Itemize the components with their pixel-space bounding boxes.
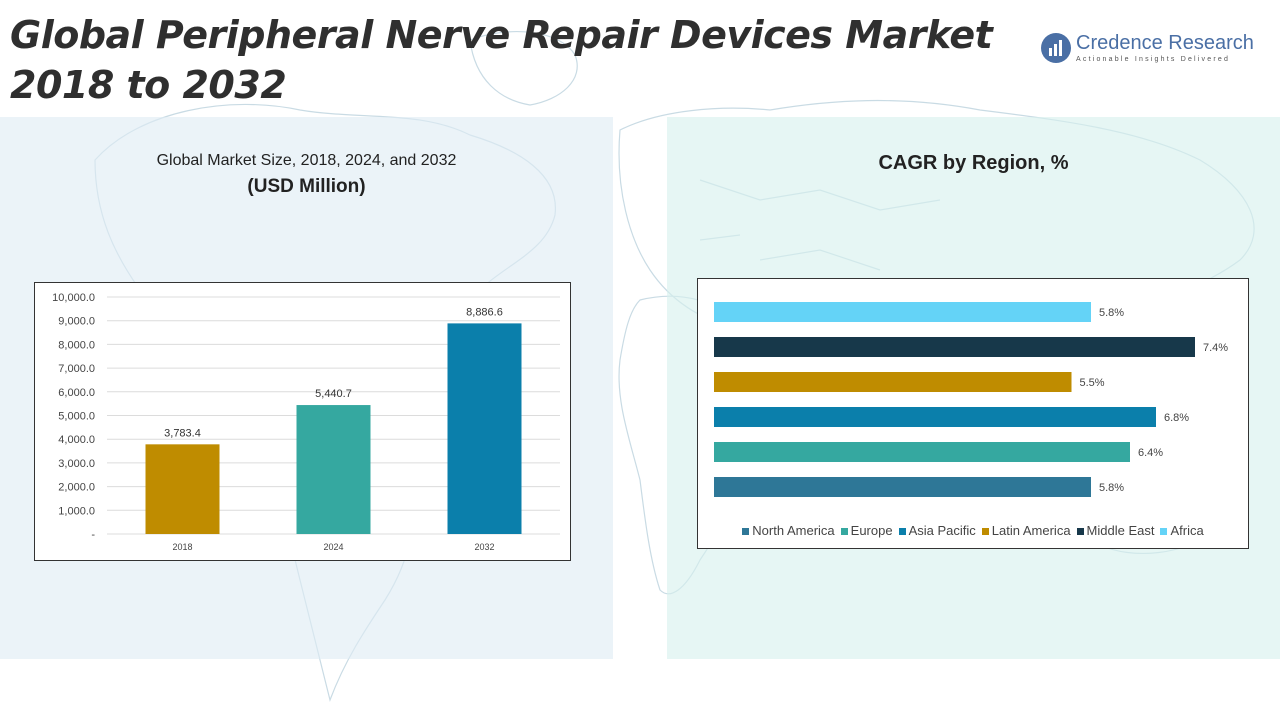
market-size-subtitle: Global Market Size, 2018, 2024, and 2032: [156, 152, 457, 169]
y-tick-label: 8,000.0: [58, 339, 95, 351]
cagr-bar-asia-pacific: [714, 407, 1156, 427]
legend-item: Asia Pacific: [898, 523, 976, 538]
market-size-bar-chart: - 1,000.0 2,000.0 3,000.0 4,000.0 5,000.0 6,00…: [52, 292, 560, 552]
legend-item: Europe: [840, 523, 893, 538]
legend-label: Middle East: [1086, 523, 1155, 538]
bar-value-label: 8,886.6: [466, 306, 503, 318]
logo-name: Credence Research: [1076, 32, 1254, 54]
x-tick-label: 2018: [172, 542, 192, 552]
legend-label: Asia Pacific: [908, 523, 976, 538]
cagr-value-label: 6.4%: [1138, 447, 1163, 459]
y-tick-label: 6,000.0: [58, 387, 95, 399]
legend-swatch: [1160, 528, 1168, 536]
bar-2032: [447, 323, 522, 534]
y-tick-label: 10,000.0: [52, 292, 95, 304]
cagr-chart-title: CAGR by Region, %: [878, 152, 1069, 174]
cagr-value-label: 6.8%: [1164, 412, 1189, 424]
title-line-1: Global Peripheral Nerve Repair Devices M…: [10, 13, 993, 57]
y-tick-label: 2,000.0: [58, 482, 95, 494]
bar-2024: [296, 405, 371, 534]
legend-swatch: [742, 528, 750, 536]
legend-swatch: [898, 528, 906, 536]
cagr-chart: 5.8% 7.4% 5.5% 6.8% 6.4% 5.8% North America Eu…: [697, 278, 1249, 549]
cagr-value-label: 7.4%: [1203, 342, 1228, 354]
x-tick-label: 2024: [323, 542, 343, 552]
bar-value-label: 3,783.4: [164, 427, 201, 439]
legend-item: Middle East: [1076, 523, 1155, 538]
y-tick-label: 5,000.0: [58, 411, 95, 423]
legend-item: Latin America: [981, 523, 1071, 538]
credence-research-logo: Credence Research Actionable Insights De…: [1040, 30, 1260, 70]
cagr-value-label: 5.5%: [1080, 377, 1105, 389]
legend-label: Africa: [1170, 523, 1204, 538]
cagr-bar-africa: [714, 302, 1091, 322]
cagr-bar-europe: [714, 442, 1130, 462]
cagr-horizontal-bar-chart: 5.8% 7.4% 5.5% 6.8% 6.4% 5.8%: [714, 302, 1228, 497]
legend-label: North America: [752, 523, 835, 538]
legend-swatch: [840, 528, 848, 536]
cagr-legend: North America Europe Asia Pacific Latin Ame…: [698, 523, 1248, 538]
bar-2018: [145, 444, 220, 534]
cagr-value-label: 5.8%: [1099, 482, 1124, 494]
title-line-2: 2018 to 2032: [10, 63, 287, 107]
legend-label: Europe: [850, 523, 893, 538]
y-tick-label: 4,000.0: [58, 434, 95, 446]
y-tick-label: 3,000.0: [58, 458, 95, 470]
cagr-bar-north-america: [714, 477, 1091, 497]
market-size-chart: - 1,000.0 2,000.0 3,000.0 4,000.0 5,000.0 6,00…: [34, 282, 571, 561]
legend-swatch: [1076, 528, 1084, 536]
logo-mark-icon: [1041, 33, 1071, 63]
cagr-bar-latin-america: [714, 372, 1072, 392]
legend-item: North America: [742, 523, 835, 538]
y-tick-label: 1,000.0: [58, 505, 95, 517]
y-tick-label: -: [91, 529, 95, 541]
bar-value-label: 5,440.7: [315, 388, 352, 400]
logo-tagline: Actionable Insights Delivered: [1076, 56, 1231, 63]
legend-item: Africa: [1160, 523, 1204, 538]
y-tick-label: 9,000.0: [58, 316, 95, 328]
legend-label: Latin America: [991, 523, 1071, 538]
page-title: Global Peripheral Nerve Repair Devices M…: [10, 10, 993, 110]
cagr-value-label: 5.8%: [1099, 307, 1124, 319]
x-tick-label: 2032: [474, 542, 494, 552]
legend-swatch: [981, 528, 989, 536]
cagr-bar-middle-east: [714, 337, 1195, 357]
market-size-unit: (USD Million): [247, 176, 366, 197]
y-tick-label: 7,000.0: [58, 363, 95, 375]
